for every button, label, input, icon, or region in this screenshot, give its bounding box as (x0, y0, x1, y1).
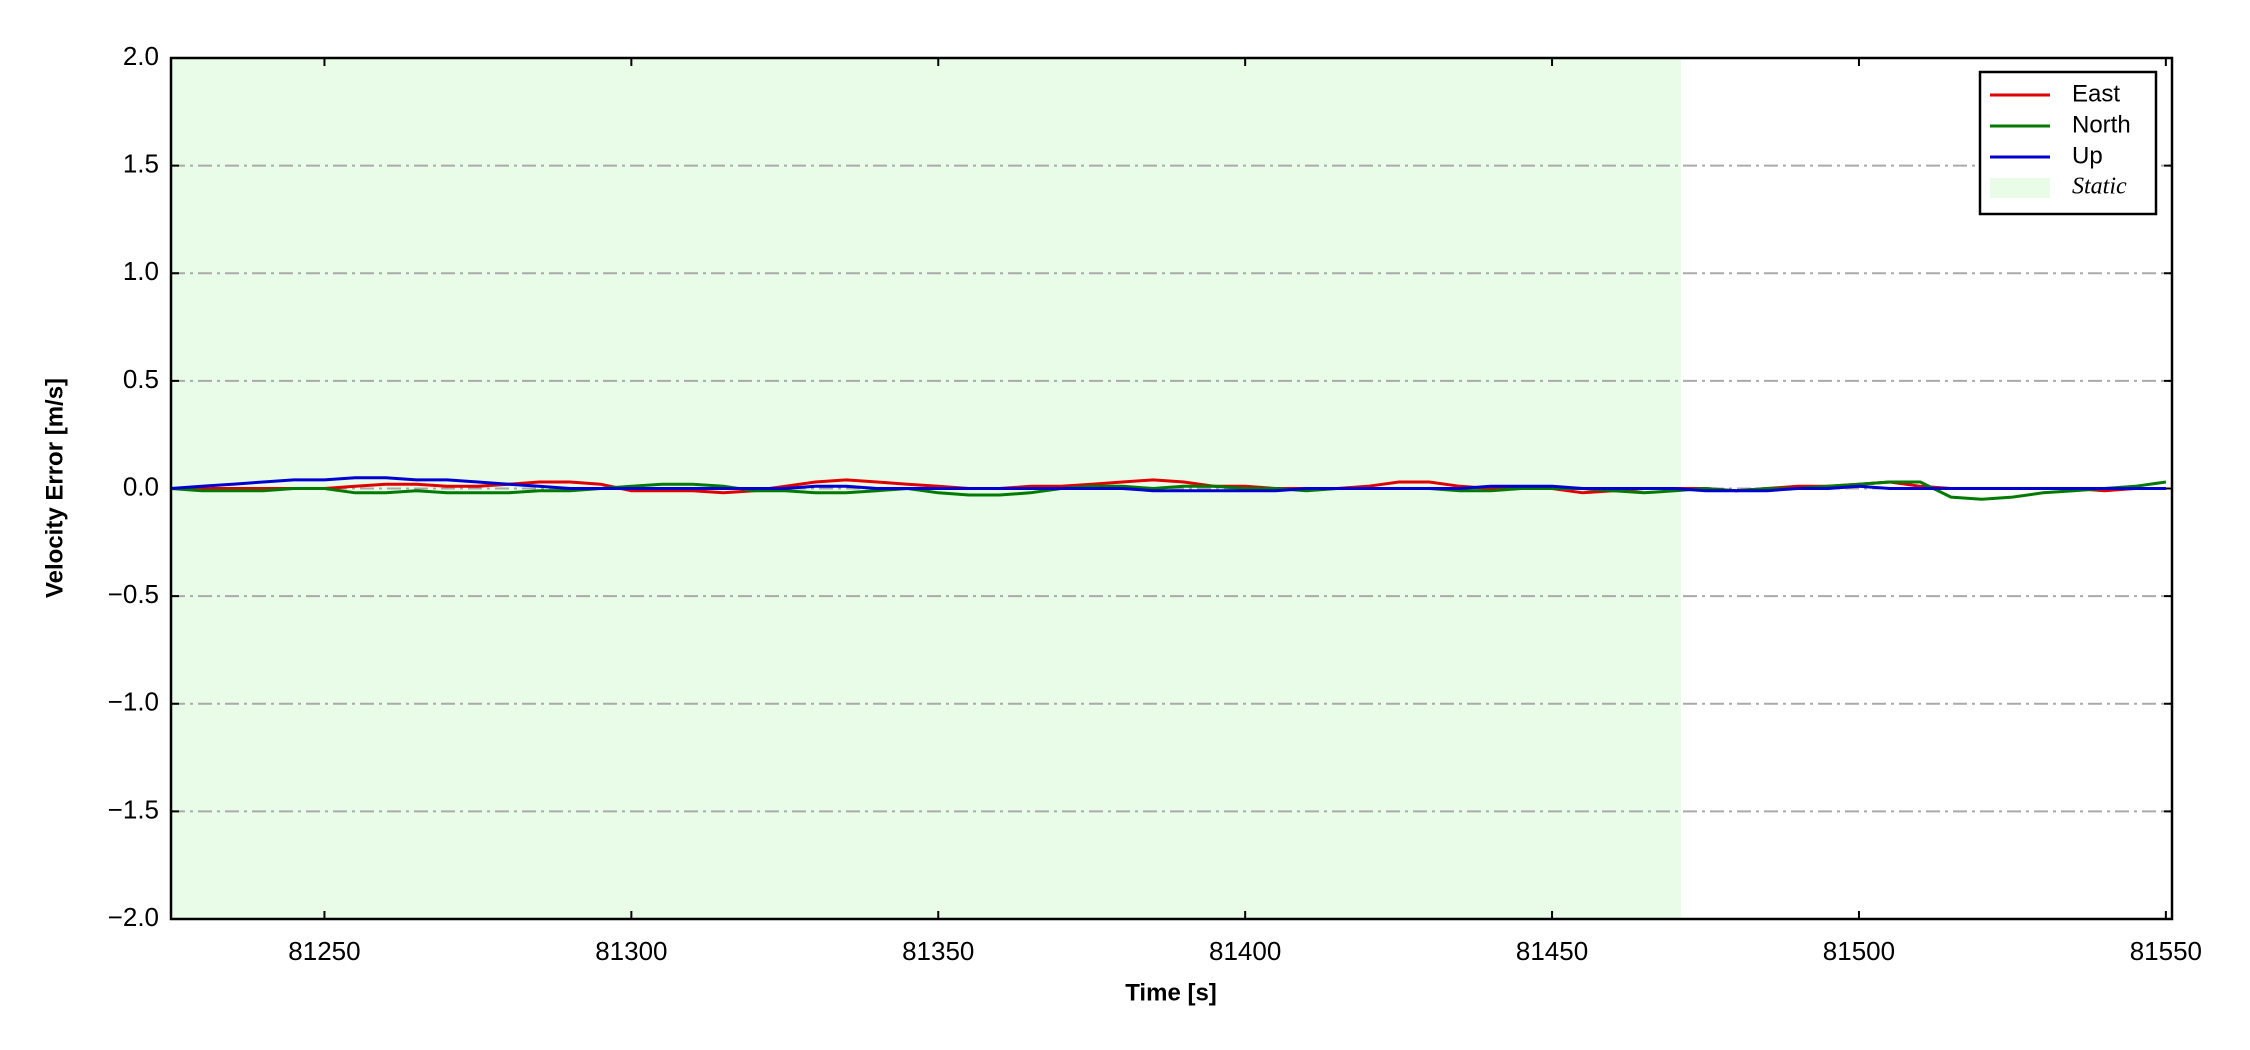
x-axis-label: Time [s] (1125, 979, 1217, 1006)
plot-frame (169, 56, 2174, 921)
legend-label: North (2072, 111, 2131, 138)
x-tick-label: 81250 (288, 936, 360, 966)
y-tick-label: −1.5 (108, 794, 159, 824)
y-tick-label: −0.5 (108, 579, 159, 609)
x-tick-label: 81400 (1209, 936, 1281, 966)
x-tick-label: 81300 (595, 936, 667, 966)
legend-label: East (2072, 80, 2120, 107)
x-tick-label: 81350 (902, 936, 974, 966)
legend-swatch (1990, 178, 2050, 198)
y-tick-label: 1.0 (123, 256, 159, 286)
y-axis-label: Velocity Error [m/s] (41, 378, 68, 598)
x-tick-label: 81550 (2130, 936, 2202, 966)
legend-label: Static (2072, 174, 2127, 200)
y-tick-label: 0.5 (123, 364, 159, 394)
legend-label: Up (2072, 142, 2103, 169)
x-tick-label: 81450 (1516, 936, 1588, 966)
y-tick-label: −2.0 (108, 902, 159, 932)
x-tick-label: 81500 (1823, 936, 1895, 966)
line-series (170, 480, 2167, 501)
line-series (170, 476, 2166, 493)
y-tick-label: 0.0 (123, 471, 159, 501)
y-tick-label: −1.0 (108, 687, 159, 717)
y-tick-label: 1.5 (123, 149, 159, 179)
y-tick-label: 2.0 (123, 41, 159, 71)
